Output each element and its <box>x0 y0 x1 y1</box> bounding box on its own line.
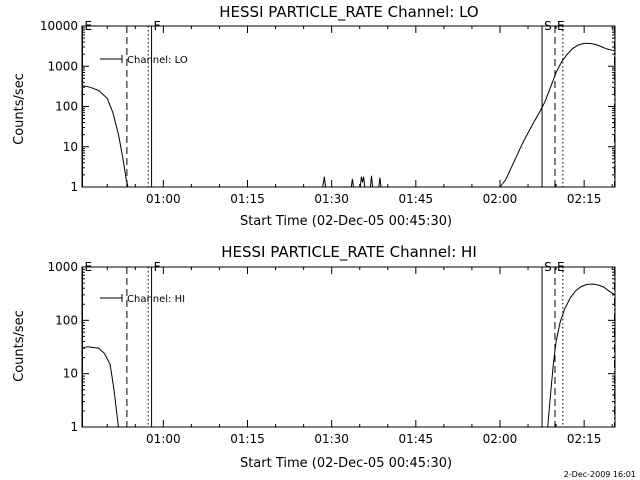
lo-series-line <box>81 85 129 188</box>
lo-marker-label: E <box>85 19 93 33</box>
hi-y-tick-label: 100 <box>55 313 78 327</box>
hi-channel-panel: HESSI PARTICLE_RATE Channel: HI Start Ti… <box>12 243 616 471</box>
hi-x-tick-label: 01:00 <box>146 432 181 446</box>
lo-marker-label: E <box>557 19 565 33</box>
lo-x-tick-label: 02:00 <box>483 192 518 206</box>
lo-series-line <box>359 176 366 188</box>
hi-marker-label: E <box>85 260 93 274</box>
hi-series-line <box>81 346 119 428</box>
lo-x-axis-label: Start Time (02-Dec-05 00:45:30) <box>240 214 452 229</box>
lo-channel-panel: HESSI PARTICLE_RATE Channel: LO Start Ti… <box>12 3 616 229</box>
lo-series-line <box>369 175 374 188</box>
lo-x-tick-label: 01:30 <box>314 192 349 206</box>
hi-y-tick-label: 1 <box>70 420 78 434</box>
hi-series-line <box>547 283 616 428</box>
hi-x-tick-label: 01:15 <box>230 432 265 446</box>
lo-series-line <box>499 42 616 188</box>
hi-x-tick-label: 01:45 <box>399 432 434 446</box>
lo-series-line <box>322 176 326 188</box>
lo-y-tick-label: 1 <box>70 180 78 194</box>
lo-x-tick-label: 01:00 <box>146 192 181 206</box>
generation-timestamp: 2-Dec-2009 16:01 <box>564 470 636 479</box>
hi-y-tick-label: 1000 <box>47 260 78 274</box>
lo-marker-label: S <box>544 19 552 33</box>
lo-x-tick-label: 01:45 <box>399 192 434 206</box>
lo-chart-title: HESSI PARTICLE_RATE Channel: LO <box>219 3 478 22</box>
lo-series-line <box>378 177 382 188</box>
lo-x-tick-label: 01:15 <box>230 192 265 206</box>
lo-marker-label: F <box>154 19 161 33</box>
lo-y-tick-label: 100 <box>55 100 78 114</box>
hi-x-tick-label: 01:30 <box>314 432 349 446</box>
hi-x-tick-label: 02:15 <box>567 432 602 446</box>
lo-y-tick-label: 10 <box>63 140 78 154</box>
hi-y-tick-label: 10 <box>63 367 78 381</box>
hi-plot-frame <box>81 266 616 428</box>
lo-y-axis-label: Counts/sec <box>12 73 27 145</box>
lo-legend-label: Channel: LO <box>127 55 188 66</box>
hi-marker-label: F <box>154 260 161 274</box>
lo-plot-frame <box>81 25 616 188</box>
hi-x-axis-label: Start Time (02-Dec-05 00:45:30) <box>240 456 452 471</box>
hi-chart-title: HESSI PARTICLE_RATE Channel: HI <box>221 243 477 262</box>
hi-marker-label: S <box>544 260 552 274</box>
lo-y-tick-label: 1000 <box>47 59 78 73</box>
hi-y-axis-label: Counts/sec <box>12 310 27 382</box>
hi-legend-label: Channel: HI <box>127 294 185 305</box>
hi-x-tick-label: 02:00 <box>483 432 518 446</box>
hi-marker-label: E <box>557 260 565 274</box>
lo-series-line <box>350 178 354 188</box>
lo-y-tick-label: 10000 <box>40 19 78 33</box>
lo-x-tick-label: 02:15 <box>567 192 602 206</box>
